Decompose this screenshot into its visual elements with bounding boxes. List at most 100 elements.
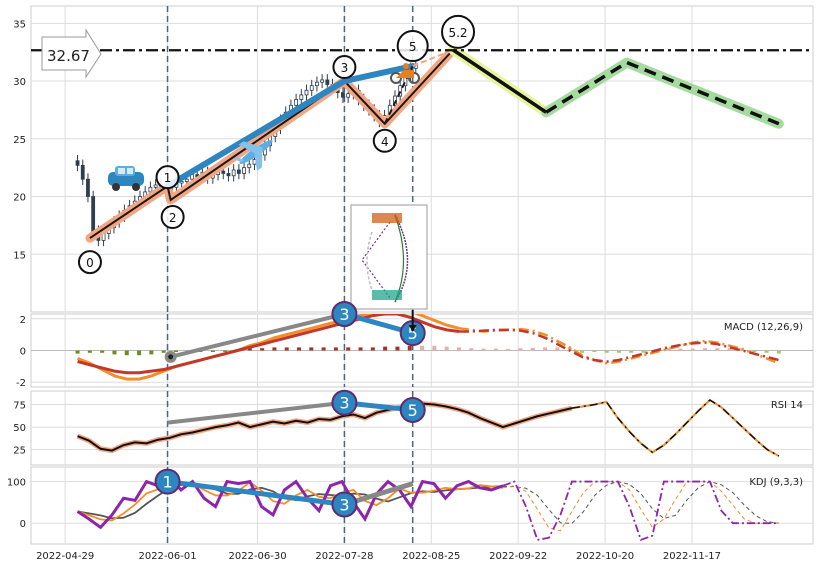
candle-body bbox=[398, 85, 403, 97]
y-tick-label: -2 bbox=[16, 378, 26, 389]
candle-body bbox=[299, 94, 304, 100]
candle-body bbox=[80, 164, 85, 180]
wave-label-circle bbox=[77, 250, 102, 275]
candlestick bbox=[242, 161, 246, 180]
macd-series bbox=[31, 314, 813, 381]
macd-histogram-bar bbox=[223, 350, 228, 352]
y-tick-label: 15 bbox=[13, 250, 26, 261]
wave-label-circle bbox=[332, 55, 357, 80]
macd-histogram-bar bbox=[309, 347, 314, 351]
candle-body bbox=[179, 181, 184, 184]
candlestick bbox=[75, 154, 80, 172]
y-tick-label: 25 bbox=[13, 135, 26, 146]
candlestick bbox=[315, 76, 319, 92]
macd-histogram-bar bbox=[456, 347, 461, 351]
divergence-badge-label: 3 bbox=[339, 495, 349, 514]
y-tick-label: 35 bbox=[13, 19, 26, 30]
macd-histogram-bar bbox=[383, 346, 388, 351]
rsi-divergence-line bbox=[167, 400, 345, 425]
candlestick bbox=[247, 158, 252, 174]
macd-histogram-bar bbox=[260, 348, 265, 351]
wave-label: 5.2 bbox=[448, 26, 467, 40]
level-marker: 32.67 bbox=[41, 28, 102, 79]
y-tick-label: 20 bbox=[13, 193, 26, 204]
x-tick-label: 2022-07-28 bbox=[315, 551, 373, 562]
divergence-badge bbox=[399, 396, 426, 423]
kdj-d-forecast bbox=[502, 481, 779, 524]
y-tick-label: 50 bbox=[13, 423, 26, 434]
kdj-j-forecast bbox=[502, 480, 779, 541]
divergence-badge bbox=[154, 468, 181, 495]
pointer-arrowhead bbox=[408, 325, 417, 332]
wave-label: 1 bbox=[164, 171, 172, 185]
wave-label: 5 bbox=[409, 40, 417, 54]
macd-histogram-bar bbox=[210, 350, 215, 352]
divergence-badge-label: 3 bbox=[339, 394, 349, 413]
x-tick-label: 2022-06-30 bbox=[228, 551, 286, 562]
y-tick-label: 75 bbox=[13, 401, 26, 412]
x-tick-label: 2022-09-22 bbox=[489, 551, 547, 562]
wave-line bbox=[89, 49, 454, 239]
macd-label: MACD (12,26,9) bbox=[724, 322, 803, 333]
candle-body bbox=[226, 173, 231, 177]
macd-histogram-bar bbox=[604, 350, 609, 353]
candle-body bbox=[325, 79, 330, 85]
candle-body bbox=[236, 169, 241, 174]
candle-body bbox=[153, 184, 158, 188]
macd-histogram-bar bbox=[432, 345, 437, 351]
candlestick bbox=[226, 167, 231, 182]
wave-label: 0 bbox=[86, 256, 94, 270]
macd-histogram-bar bbox=[592, 350, 597, 352]
macd-histogram-bar bbox=[752, 350, 757, 352]
kdj-panel bbox=[30, 466, 814, 545]
macd-histogram-bar bbox=[149, 350, 154, 355]
macd-histogram-bar bbox=[346, 347, 351, 351]
rsi-line bbox=[77, 402, 573, 452]
motorcycle-icon bbox=[390, 63, 420, 84]
candle-body bbox=[231, 169, 236, 177]
macd-histogram-bar bbox=[358, 347, 363, 351]
y-tick-label: 2 bbox=[20, 315, 26, 326]
macd-histogram-bar bbox=[420, 345, 425, 351]
wave-label: 4 bbox=[381, 135, 389, 149]
macd-histogram-bar bbox=[715, 348, 720, 351]
y-tick-label: 100 bbox=[7, 478, 26, 489]
divergence-badge bbox=[331, 491, 358, 518]
wave-label-circle bbox=[372, 128, 397, 153]
macd-histogram-bar bbox=[518, 348, 523, 351]
macd-histogram-bar bbox=[567, 347, 572, 351]
macd-dea-line bbox=[77, 314, 460, 375]
macd-dif-line bbox=[77, 314, 460, 381]
macd-histogram-bar bbox=[469, 348, 474, 351]
candlestick bbox=[236, 164, 241, 180]
divergence-badge-label: 5 bbox=[408, 324, 418, 343]
candle-body bbox=[304, 89, 309, 96]
candle-body bbox=[221, 170, 226, 174]
macd-histogram-bar bbox=[247, 348, 252, 351]
wave-label-circle bbox=[155, 165, 180, 190]
divergence-badge bbox=[331, 301, 358, 327]
macd-histogram-bar bbox=[493, 348, 498, 351]
macd-histogram-bar bbox=[727, 348, 732, 351]
macd-histogram-bar bbox=[690, 348, 695, 351]
candle-body bbox=[247, 163, 252, 169]
macd-histogram-bar bbox=[395, 346, 400, 351]
wave-channel-line bbox=[341, 63, 416, 85]
candlestick bbox=[341, 86, 345, 103]
candle-body bbox=[341, 92, 345, 98]
wave-label: 2 bbox=[169, 211, 177, 225]
macd-histogram-bar bbox=[297, 347, 302, 351]
candlestick bbox=[320, 74, 325, 88]
macd-histogram-bar bbox=[629, 350, 634, 353]
macd-histogram-bar bbox=[137, 350, 142, 356]
divergence-dot bbox=[168, 354, 174, 360]
x-tick-label: 2022-11-17 bbox=[663, 551, 721, 562]
candlestick bbox=[299, 89, 304, 106]
candle-body bbox=[148, 186, 153, 193]
candle-body bbox=[315, 81, 319, 87]
x-tick-label: 2022-04-29 bbox=[36, 551, 94, 562]
wave-label-circle bbox=[396, 30, 429, 63]
candlestick bbox=[80, 159, 85, 185]
